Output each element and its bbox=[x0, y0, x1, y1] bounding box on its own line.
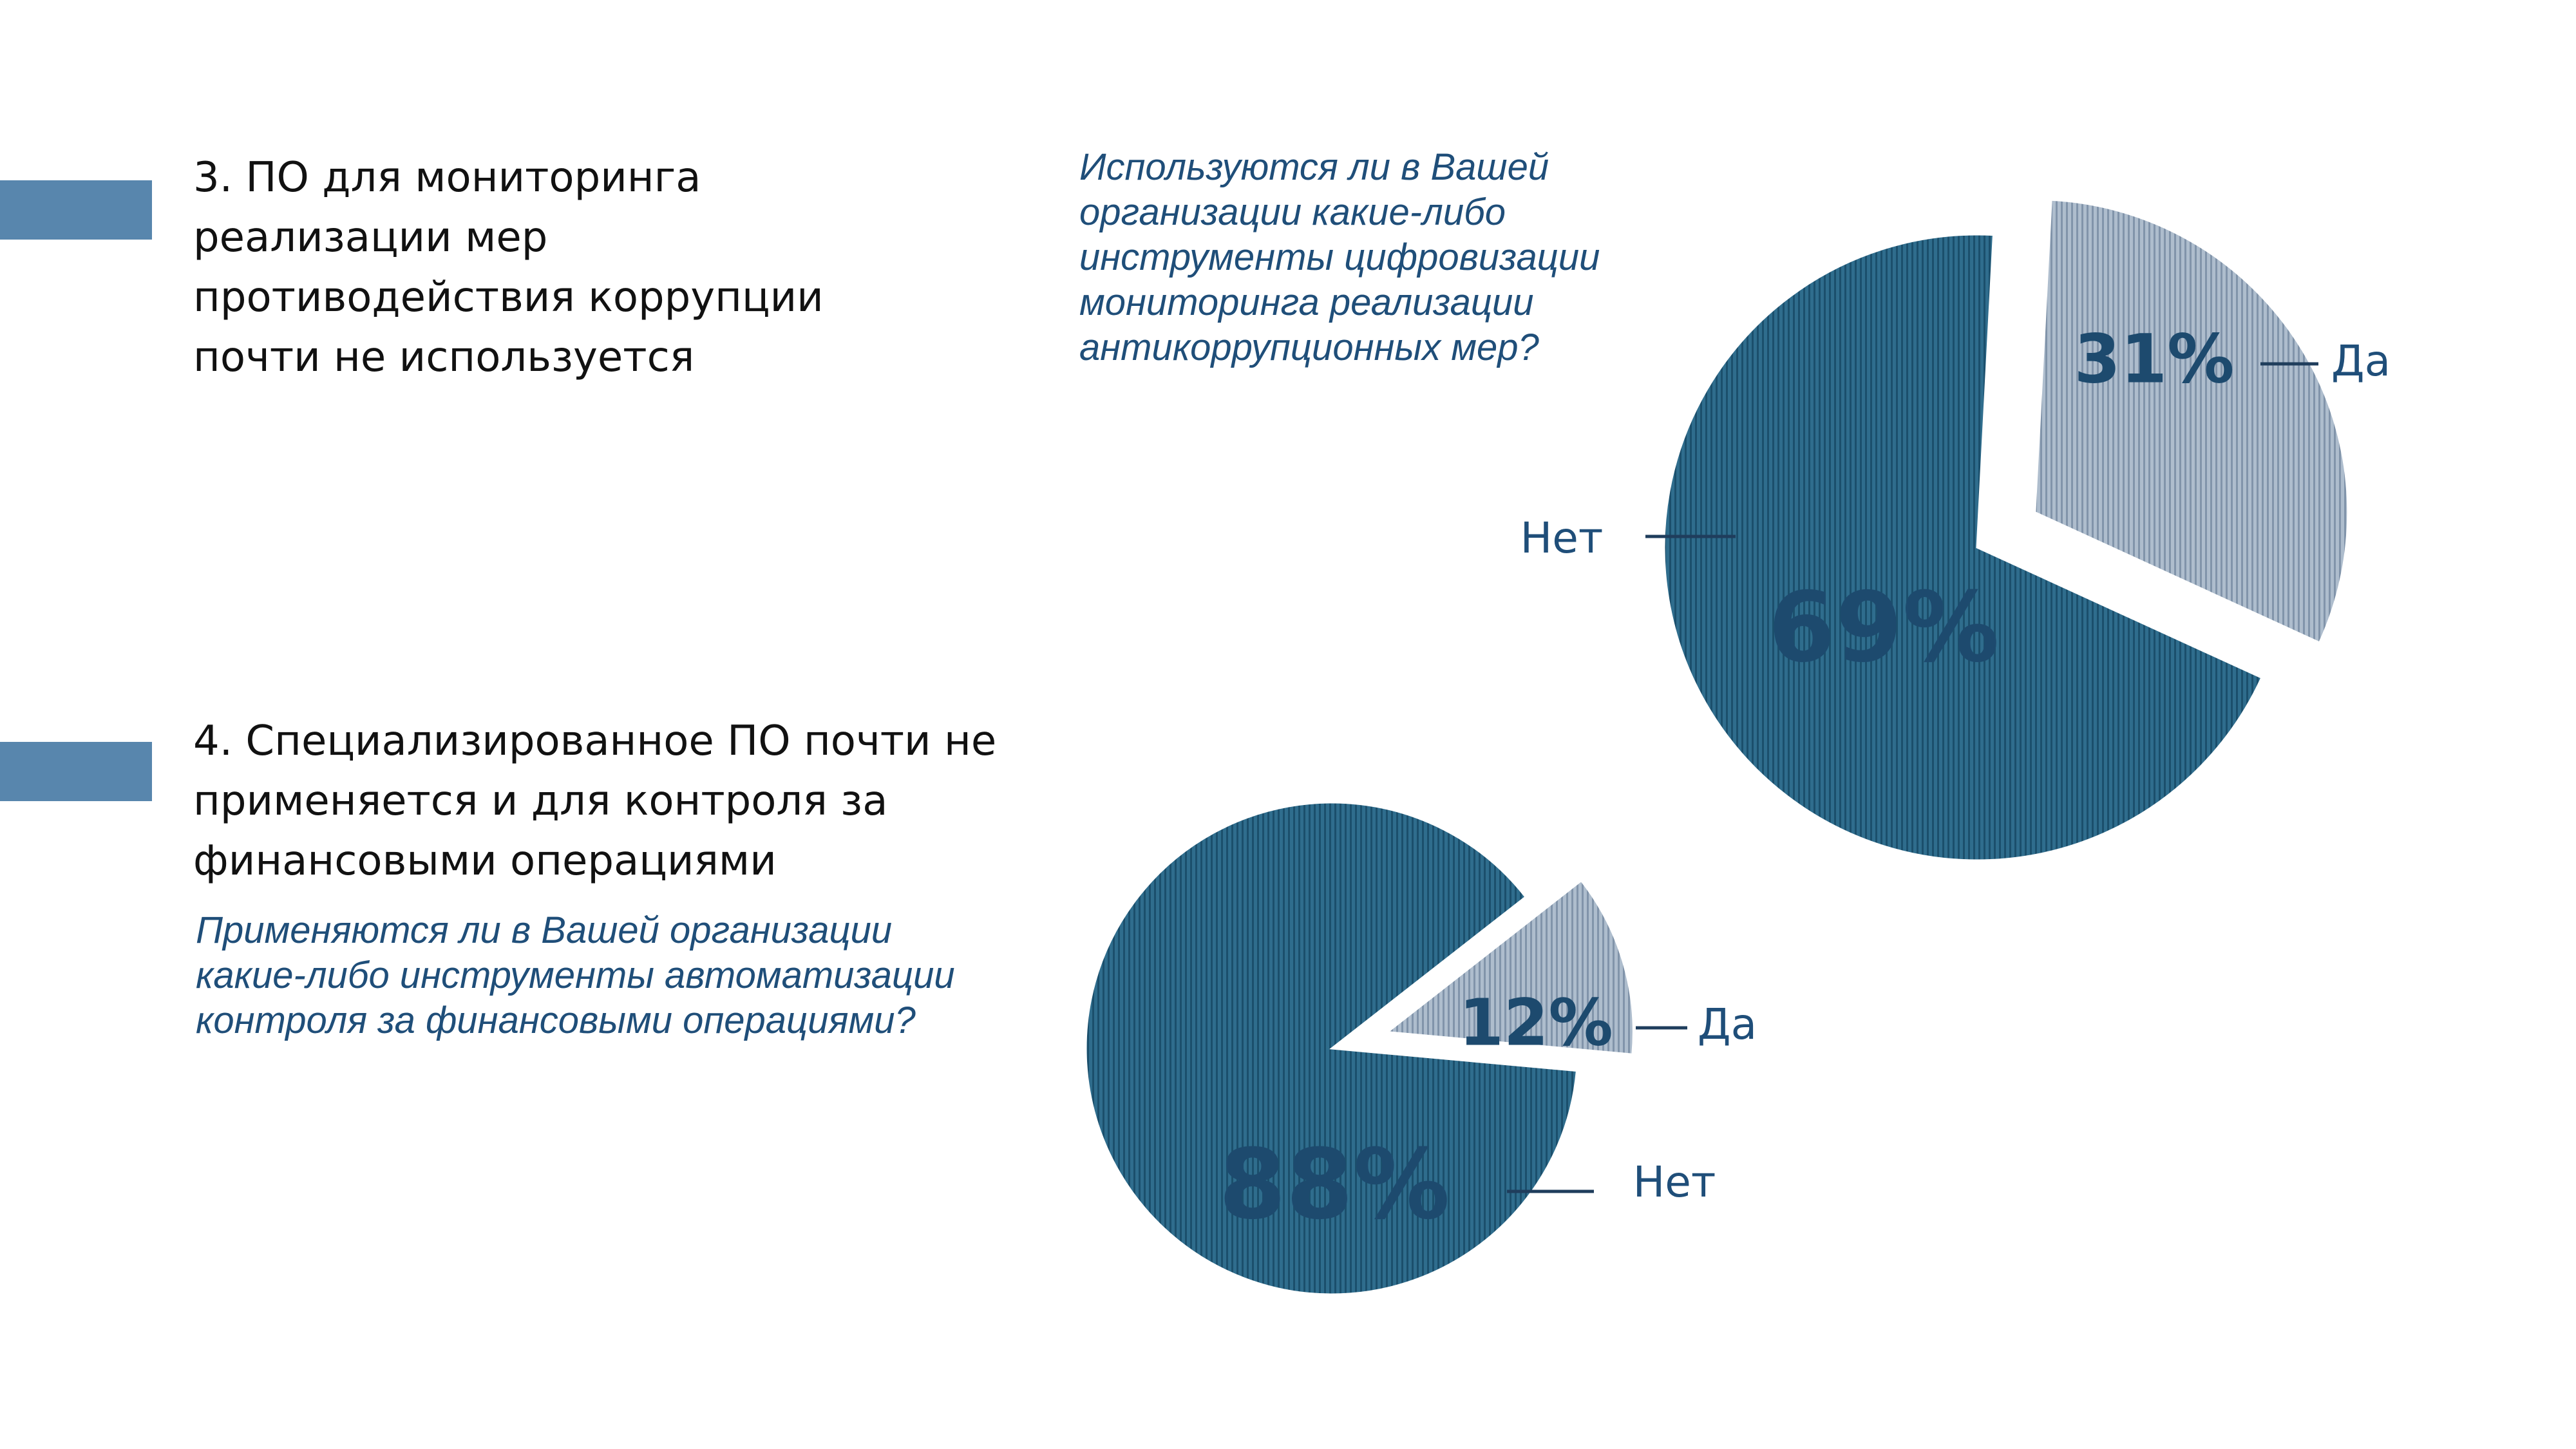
pie2-category-label-yes: Да bbox=[1698, 999, 1757, 1049]
section3-heading: 3. ПО для мониторинга реализации мер про… bbox=[193, 154, 824, 381]
pie-chart-digital-monitoring: 31% Да 69% Нет bbox=[1520, 198, 2391, 862]
pie1-slice-yes bbox=[2034, 198, 2349, 644]
pie-chart-financial-control: 12% Да 88% Нет bbox=[1084, 801, 1757, 1296]
pie1-category-label-no: Нет bbox=[1520, 513, 1604, 563]
pie2-category-label-no: Нет bbox=[1633, 1157, 1716, 1207]
section3-question: Используются ли в Вашей организации каки… bbox=[1079, 146, 1600, 368]
section4-heading: 4. Специализированное ПО почти не примен… bbox=[193, 717, 997, 885]
pie2-slice-yes bbox=[1385, 879, 1634, 1056]
pie2-value-label-no: 88% bbox=[1218, 1129, 1450, 1241]
pie2-slice-no bbox=[1084, 801, 1578, 1296]
pie1-value-label-no: 69% bbox=[1768, 572, 1999, 684]
pie1-category-label-yes: Да bbox=[2331, 336, 2391, 386]
pie1-value-label-yes: 31% bbox=[2074, 319, 2235, 398]
pie2-value-label-yes: 12% bbox=[1459, 985, 1613, 1060]
section3-accent-bar bbox=[0, 180, 152, 240]
pie1-slice-no bbox=[1663, 233, 2263, 862]
section4-accent-bar bbox=[0, 742, 152, 801]
section4-question: Применяются ли в Вашей организации какие… bbox=[196, 909, 955, 1041]
